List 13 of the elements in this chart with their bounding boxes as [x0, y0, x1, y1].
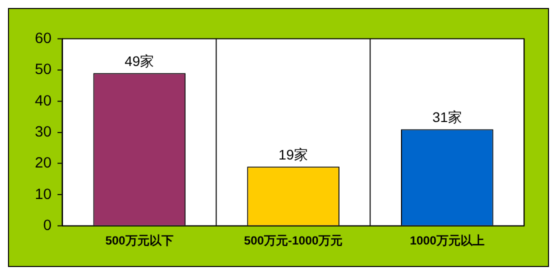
y-tick-label: 50	[34, 62, 52, 78]
y-tick-label: 0	[43, 218, 52, 234]
data-label: 19家	[278, 146, 308, 163]
x-tick-label: 500万元-1000万元	[244, 233, 343, 248]
y-tick-label: 30	[34, 124, 52, 140]
y-tick-label: 10	[34, 186, 52, 203]
y-tick-label: 40	[34, 93, 52, 110]
x-tick-label: 1000万元以上	[410, 233, 484, 248]
x-tick-label: 500万元以下	[105, 233, 174, 248]
y-tick-label: 60	[34, 30, 52, 47]
data-label: 31家	[432, 109, 462, 126]
data-label: 49家	[124, 53, 154, 69]
y-tick-label: 20	[34, 156, 52, 172]
